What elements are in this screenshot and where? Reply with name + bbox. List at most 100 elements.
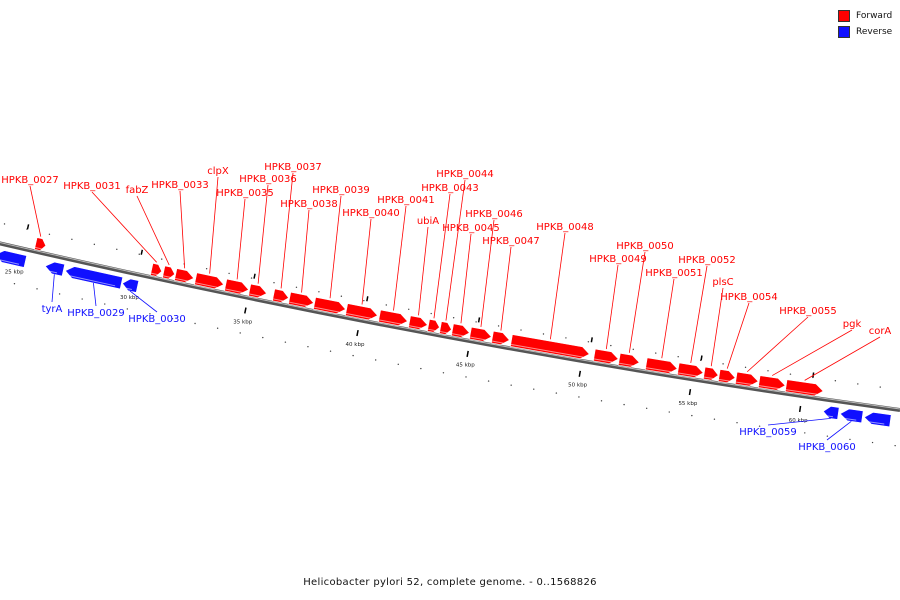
gene-label-HPKB_0044[interactable]: HPKB_0044: [436, 169, 493, 180]
gene-arrow-HPKB_0059[interactable]: [822, 406, 840, 420]
gene-label-HPKB_0050[interactable]: HPKB_0050: [616, 241, 673, 252]
gene-arrow-HPKB_0054[interactable]: [717, 369, 736, 384]
scale-tick: [700, 355, 703, 361]
gene-label-HPKB_0041[interactable]: HPKB_0041: [377, 195, 434, 206]
gene-arrow-fabZ[interactable]: [162, 265, 176, 280]
forward-swatch: [838, 9, 850, 22]
gene-label-HPKB_0045[interactable]: HPKB_0045: [442, 223, 499, 234]
genome-backbone-highlight: [0, 241, 900, 410]
legend-forward[interactable]: Forward: [838, 8, 900, 23]
leader-line: [136, 195, 170, 266]
gene-label-HPKB_0048[interactable]: HPKB_0048: [536, 222, 593, 233]
gene-label-ubiA[interactable]: ubiA: [417, 216, 439, 227]
gene-arrow-HPKB_0031[interactable]: [150, 263, 163, 277]
gene-label-HPKB_0043[interactable]: HPKB_0043: [421, 183, 478, 194]
gene-arrow-shine: [785, 389, 818, 395]
scale-tick: [477, 317, 481, 323]
gene-label-HPKB_0054[interactable]: HPKB_0054: [720, 292, 777, 303]
minor-tick: [262, 336, 264, 339]
gene-arrow-HPKB_0041[interactable]: [378, 309, 408, 326]
gene-arrow-corA[interactable]: [784, 379, 824, 397]
gene-label-HPKB_0027[interactable]: HPKB_0027: [1, 175, 58, 186]
gene-arrow-tyrA[interactable]: [44, 261, 66, 277]
gene-label-corA[interactable]: corA: [869, 326, 892, 337]
gene-label-HPKB_0047[interactable]: HPKB_0047: [482, 236, 539, 247]
gene-label-HPKB_0035[interactable]: HPKB_0035: [216, 188, 273, 199]
minor-tick: [804, 432, 806, 434]
minor-tick: [385, 304, 387, 306]
gene-label-HPKB_0033[interactable]: HPKB_0033: [151, 180, 208, 191]
gene-arrow-shine: [378, 319, 402, 325]
minor-tick: [722, 363, 724, 365]
minor-tick: [565, 337, 567, 339]
gene-label-plsC[interactable]: plsC: [712, 277, 733, 288]
minor-tick: [104, 303, 106, 305]
gene-arrow-shine: [718, 378, 730, 382]
gene-label-HPKB_0051[interactable]: HPKB_0051: [645, 268, 702, 279]
gene-arrow-HPKB_0029[interactable]: [64, 266, 124, 290]
gene-label-HPKB_0040[interactable]: HPKB_0040: [342, 208, 399, 219]
minor-tick: [713, 418, 716, 420]
gene-arrow-plsC[interactable]: [702, 366, 719, 381]
gene-arrow-edge-left[interactable]: [0, 250, 28, 268]
leader-line: [129, 290, 158, 313]
gene-label-HPKB_0060[interactable]: HPKB_0060: [798, 442, 855, 453]
minor-tick: [93, 243, 96, 246]
gene-arrow-shine: [0, 259, 20, 265]
legend-forward-label: Forward: [856, 10, 893, 21]
gene-label-HPKB_0038[interactable]: HPKB_0038: [280, 199, 337, 210]
gene-label-HPKB_0029[interactable]: HPKB_0029: [67, 308, 124, 319]
minor-tick: [71, 238, 73, 241]
gene-arrow-HPKB_0044[interactable]: [439, 321, 452, 335]
minor-tick: [239, 332, 241, 334]
gene-arrow-HPKB_0048[interactable]: [510, 334, 590, 359]
minor-tick: [48, 233, 51, 235]
gene-arrow-HPKB_0060[interactable]: [839, 408, 864, 424]
gene-label-HPKB_0031[interactable]: HPKB_0031: [63, 181, 120, 192]
gene-label-HPKB_0049[interactable]: HPKB_0049: [589, 254, 646, 265]
gene-arrow-HPKB_0027[interactable]: [34, 237, 47, 251]
legend-reverse[interactable]: Reverse: [838, 24, 900, 39]
gene-arrow-shine: [469, 336, 486, 341]
gene-arrow-shine: [863, 420, 885, 425]
gene-arrow-HPKB_0030[interactable]: [121, 278, 140, 293]
gene-label-HPKB_0036[interactable]: HPKB_0036: [239, 174, 296, 185]
gene-label-clpX[interactable]: clpX: [207, 166, 229, 177]
scale-tick: [366, 296, 369, 302]
gene-arrow-HPKB_0039[interactable]: [313, 296, 347, 314]
leader-line: [179, 190, 186, 269]
scale-tick: [26, 224, 30, 230]
gene-arrow-shine: [491, 340, 504, 344]
gene-arrow-pgk[interactable]: [757, 375, 786, 391]
gene-label-HPKB_0055[interactable]: HPKB_0055: [779, 306, 836, 317]
gene-label-HPKB_0039[interactable]: HPKB_0039: [312, 185, 369, 196]
minor-tick: [295, 286, 298, 288]
gene-label-HPKB_0046[interactable]: HPKB_0046: [465, 209, 522, 220]
scale-tick-label: 40 kbp: [346, 342, 365, 348]
gene-arrow-shine: [224, 288, 243, 294]
gene-label-fabZ[interactable]: fabZ: [126, 185, 149, 196]
gene-label-HPKB_0037[interactable]: HPKB_0037: [264, 162, 321, 173]
minor-tick: [374, 359, 377, 361]
gene-label-HPKB_0059[interactable]: HPKB_0059: [739, 427, 796, 438]
leader-line: [661, 278, 675, 359]
leader-line: [746, 316, 809, 373]
gene-label-HPKB_0030[interactable]: HPKB_0030: [128, 314, 185, 325]
gene-arrow-shine: [34, 246, 42, 250]
gene-arrow-HPKB_0040[interactable]: [345, 303, 379, 321]
gene-arrow-shine: [758, 385, 780, 390]
gene-arrow-shine: [822, 414, 834, 418]
gene-label-tyrA[interactable]: tyrA: [42, 304, 63, 315]
leader-line: [51, 274, 55, 303]
minor-tick: [161, 258, 163, 260]
genome-backbone: [0, 241, 900, 412]
gene-arrow-shine: [64, 274, 116, 287]
gene-arrow-shine: [427, 328, 436, 332]
gene-arrow-HPKB_0051[interactable]: [644, 357, 678, 374]
gene-arrow-clpX[interactable]: [194, 272, 225, 290]
gene-arrow-HPKB_0043[interactable]: [427, 319, 440, 333]
scale-tick: [253, 273, 256, 279]
gene-label-HPKB_0052[interactable]: HPKB_0052: [678, 255, 735, 266]
gene-label-pgk[interactable]: pgk: [843, 319, 862, 330]
gene-arrow-edge-right[interactable]: [863, 412, 892, 428]
